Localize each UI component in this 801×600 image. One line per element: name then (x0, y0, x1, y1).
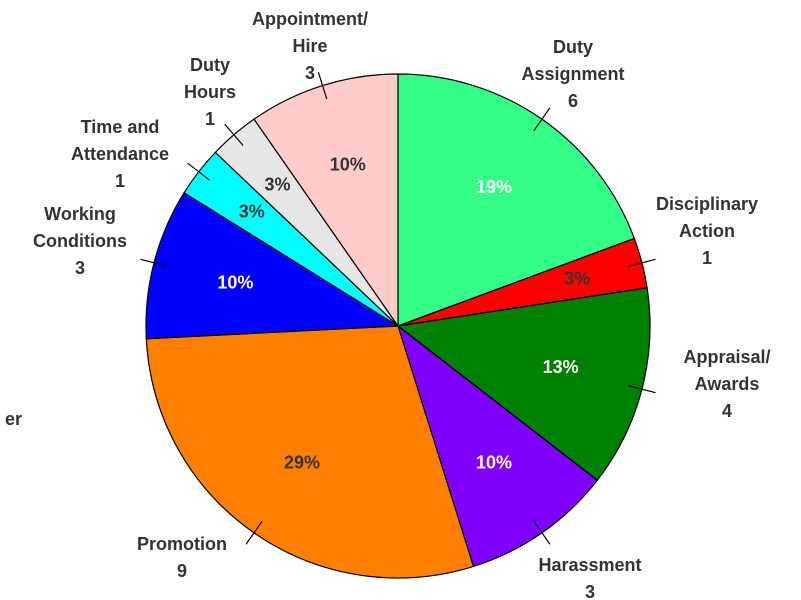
value-label: 10% (476, 453, 512, 473)
leader-line (187, 162, 211, 181)
category-value: 1 (205, 109, 215, 129)
leader-line (628, 385, 656, 394)
leader-line (317, 72, 328, 100)
category-value: 1 (115, 171, 125, 191)
category-label: Promotion 9 (137, 534, 227, 581)
category-label: Disciplinary Action 1 (656, 194, 758, 268)
leader-line (245, 520, 263, 545)
category-value: 1 (702, 248, 712, 268)
value-label: 10% (217, 273, 253, 293)
category-value: 3 (585, 582, 595, 600)
category-value: 3 (75, 258, 85, 278)
category-label: Time and Attendance 1 (71, 117, 169, 191)
value-label: 13% (543, 357, 579, 377)
annotation: er (5, 409, 22, 429)
value-label: 3% (264, 174, 290, 194)
category-value: 4 (722, 401, 732, 421)
value-label: 3% (239, 202, 265, 222)
category-label: Working Conditions 3 (33, 204, 127, 278)
category-label: Appraisal/Awards 4 (683, 347, 770, 421)
leader-line (533, 107, 551, 132)
leader-line (628, 258, 656, 267)
leader-line (140, 258, 168, 267)
value-label: 19% (476, 177, 512, 197)
value-label: 29% (284, 453, 320, 473)
category-label: Harassment 3 (538, 555, 641, 600)
category-value: 6 (568, 91, 578, 111)
category-label: Duty Assignment 6 (521, 37, 624, 111)
leader-line (224, 123, 244, 146)
category-label: Duty Hours 1 (184, 55, 236, 129)
leader-line (533, 520, 551, 545)
value-label: 10% (330, 154, 366, 174)
category-label: Appointment/Hire 3 (252, 9, 368, 83)
category-value: 3 (305, 63, 315, 83)
value-label: 3% (564, 268, 590, 288)
category-value: 9 (177, 561, 187, 581)
